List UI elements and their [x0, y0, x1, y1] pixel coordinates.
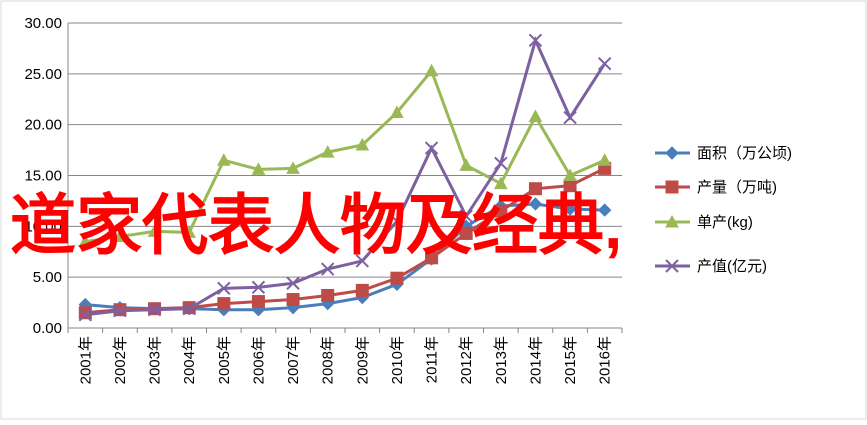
x-tick-label: 2004年 [181, 336, 198, 384]
data-point [563, 168, 577, 181]
data-point [78, 234, 93, 248]
data-point [251, 295, 265, 309]
data-point [424, 141, 439, 155]
y-tick-label: 10.00 [24, 218, 62, 235]
data-point [597, 203, 612, 217]
y-tick-label: 20.00 [24, 117, 62, 134]
data-point [147, 224, 162, 237]
x-tick-label: 2012年 [458, 336, 475, 384]
y-tick-label: 15.00 [24, 168, 62, 185]
data-point [425, 251, 439, 265]
legend-label: 面积（万公顷) [697, 145, 792, 162]
legend-marker [665, 214, 679, 228]
y-tick-label: 5.00 [33, 269, 62, 286]
data-point [355, 283, 369, 297]
series-line [85, 35, 606, 317]
legend-marker [665, 146, 679, 160]
data-point [528, 197, 543, 211]
data-point [147, 302, 162, 317]
x-tick-label: 2011年 [424, 336, 441, 383]
legend-label: 产值(亿元) [697, 258, 767, 275]
data-point [390, 214, 404, 228]
data-point [494, 156, 508, 171]
data-point [390, 105, 404, 118]
data-point [182, 301, 196, 316]
data-point [459, 226, 473, 240]
data-point [216, 153, 231, 166]
data-point [286, 276, 300, 290]
data-point [493, 176, 508, 190]
x-tick-label: 2016年 [597, 336, 614, 384]
x-tick-label: 2007年 [285, 336, 302, 384]
x-tick-label: 2001年 [77, 336, 94, 384]
data-point [459, 209, 473, 223]
data-point [459, 158, 474, 171]
data-point [355, 137, 370, 151]
data-point [321, 288, 335, 302]
data-point [390, 271, 404, 285]
legend-label: 单产(kg) [697, 214, 753, 231]
data-point [251, 280, 266, 295]
data-point [113, 304, 127, 318]
y-tick-label: 25.00 [24, 66, 62, 83]
legend-marker [665, 180, 679, 194]
data-point [251, 162, 266, 175]
data-point [113, 229, 127, 242]
overlay-text: 道家代表人物及经典, [10, 188, 622, 262]
data-point [217, 281, 231, 296]
x-tick-label: 2015年 [562, 336, 579, 384]
data-point [597, 56, 612, 71]
data-point [320, 262, 335, 276]
series-line [85, 67, 606, 244]
data-point [355, 254, 370, 268]
legend-marker [665, 259, 679, 273]
x-tick-label: 2005年 [216, 336, 233, 384]
y-tick-label: 30.00 [24, 15, 62, 32]
data-point [182, 225, 197, 238]
data-point [78, 308, 93, 322]
x-tick-label: 2009年 [354, 336, 371, 384]
data-point [494, 204, 508, 218]
data-point [286, 293, 300, 307]
legend-label: 产量（万吨) [697, 179, 777, 196]
data-point [320, 145, 335, 158]
data-point [528, 33, 543, 47]
x-tick-label: 2013年 [493, 336, 510, 384]
data-point [563, 202, 577, 216]
x-tick-label: 2008年 [320, 336, 337, 384]
data-point [528, 109, 543, 123]
data-point [286, 161, 300, 174]
x-tick-label: 2014年 [527, 336, 544, 384]
x-tick-label: 2006年 [250, 336, 267, 384]
data-point [597, 153, 612, 166]
x-tick-label: 2010年 [389, 336, 406, 384]
data-point [528, 182, 542, 196]
x-tick-label: 2002年 [112, 336, 129, 384]
data-point [217, 297, 231, 311]
x-tick-label: 2003年 [147, 336, 164, 384]
data-point [563, 110, 577, 125]
data-point [78, 306, 92, 320]
data-point [424, 63, 439, 77]
y-tick-label: 0.00 [33, 320, 62, 337]
